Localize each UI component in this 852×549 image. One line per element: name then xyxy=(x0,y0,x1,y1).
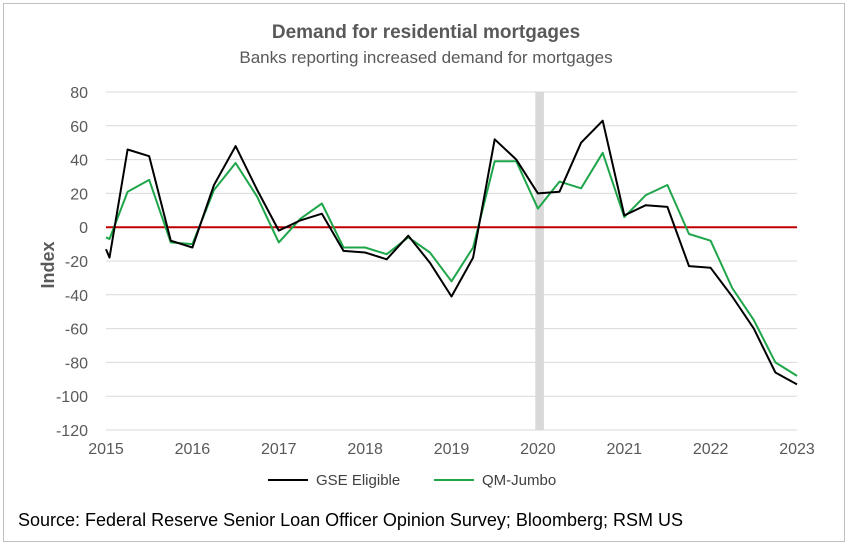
y-tick-label: -20 xyxy=(65,254,88,271)
x-tick-label: 2021 xyxy=(606,441,642,458)
x-tick-label: 2018 xyxy=(347,441,383,458)
chart-frame xyxy=(3,3,845,542)
legend-label: GSE Eligible xyxy=(316,472,400,489)
x-tick-label: 2023 xyxy=(779,441,815,458)
gridlines xyxy=(106,91,797,431)
y-tick-label: -80 xyxy=(65,355,88,372)
x-tick-label: 2019 xyxy=(434,441,470,458)
x-tick-label: 2022 xyxy=(693,441,729,458)
series-line-gse-eligible xyxy=(105,119,798,386)
legend-label: QM-Jumbo xyxy=(482,472,556,489)
y-tick-label: -60 xyxy=(65,322,88,339)
legend: GSE Eligible QM-Jumbo xyxy=(268,472,556,489)
y-tick-label: 60 xyxy=(70,119,88,136)
x-tick-label: 2017 xyxy=(261,441,297,458)
x-tick-label: 2020 xyxy=(520,441,556,458)
chart-title: Demand for residential mortgages xyxy=(271,22,581,43)
recession-band-layer xyxy=(535,92,544,430)
y-axis-label: Index xyxy=(38,241,58,288)
x-tick-label: 2015 xyxy=(88,441,124,458)
series-layer xyxy=(105,119,798,386)
y-tick-label: 80 xyxy=(70,85,88,102)
series-line-qm-jumbo xyxy=(105,151,798,377)
y-tick-label: 20 xyxy=(70,186,88,203)
y-tick-label: 40 xyxy=(70,153,88,170)
y-tick-label: -120 xyxy=(56,423,88,440)
chart-subtitle: Banks reporting increased demand for mor… xyxy=(239,48,613,67)
y-tick-labels: 80 60 40 20 0 -20 -40 -60 -80 -100 -120 xyxy=(56,85,88,440)
x-tick-labels: 2015 2016 2017 2018 2019 2020 2021 2022 2023 xyxy=(88,441,815,458)
y-tick-label: -40 xyxy=(65,288,88,305)
source-note: Source: Federal Reserve Senior Loan Offi… xyxy=(18,510,683,530)
x-tick-label: 2016 xyxy=(175,441,211,458)
y-tick-label: 0 xyxy=(79,220,88,237)
y-tick-label: -100 xyxy=(56,389,88,406)
recession-band xyxy=(535,92,544,430)
